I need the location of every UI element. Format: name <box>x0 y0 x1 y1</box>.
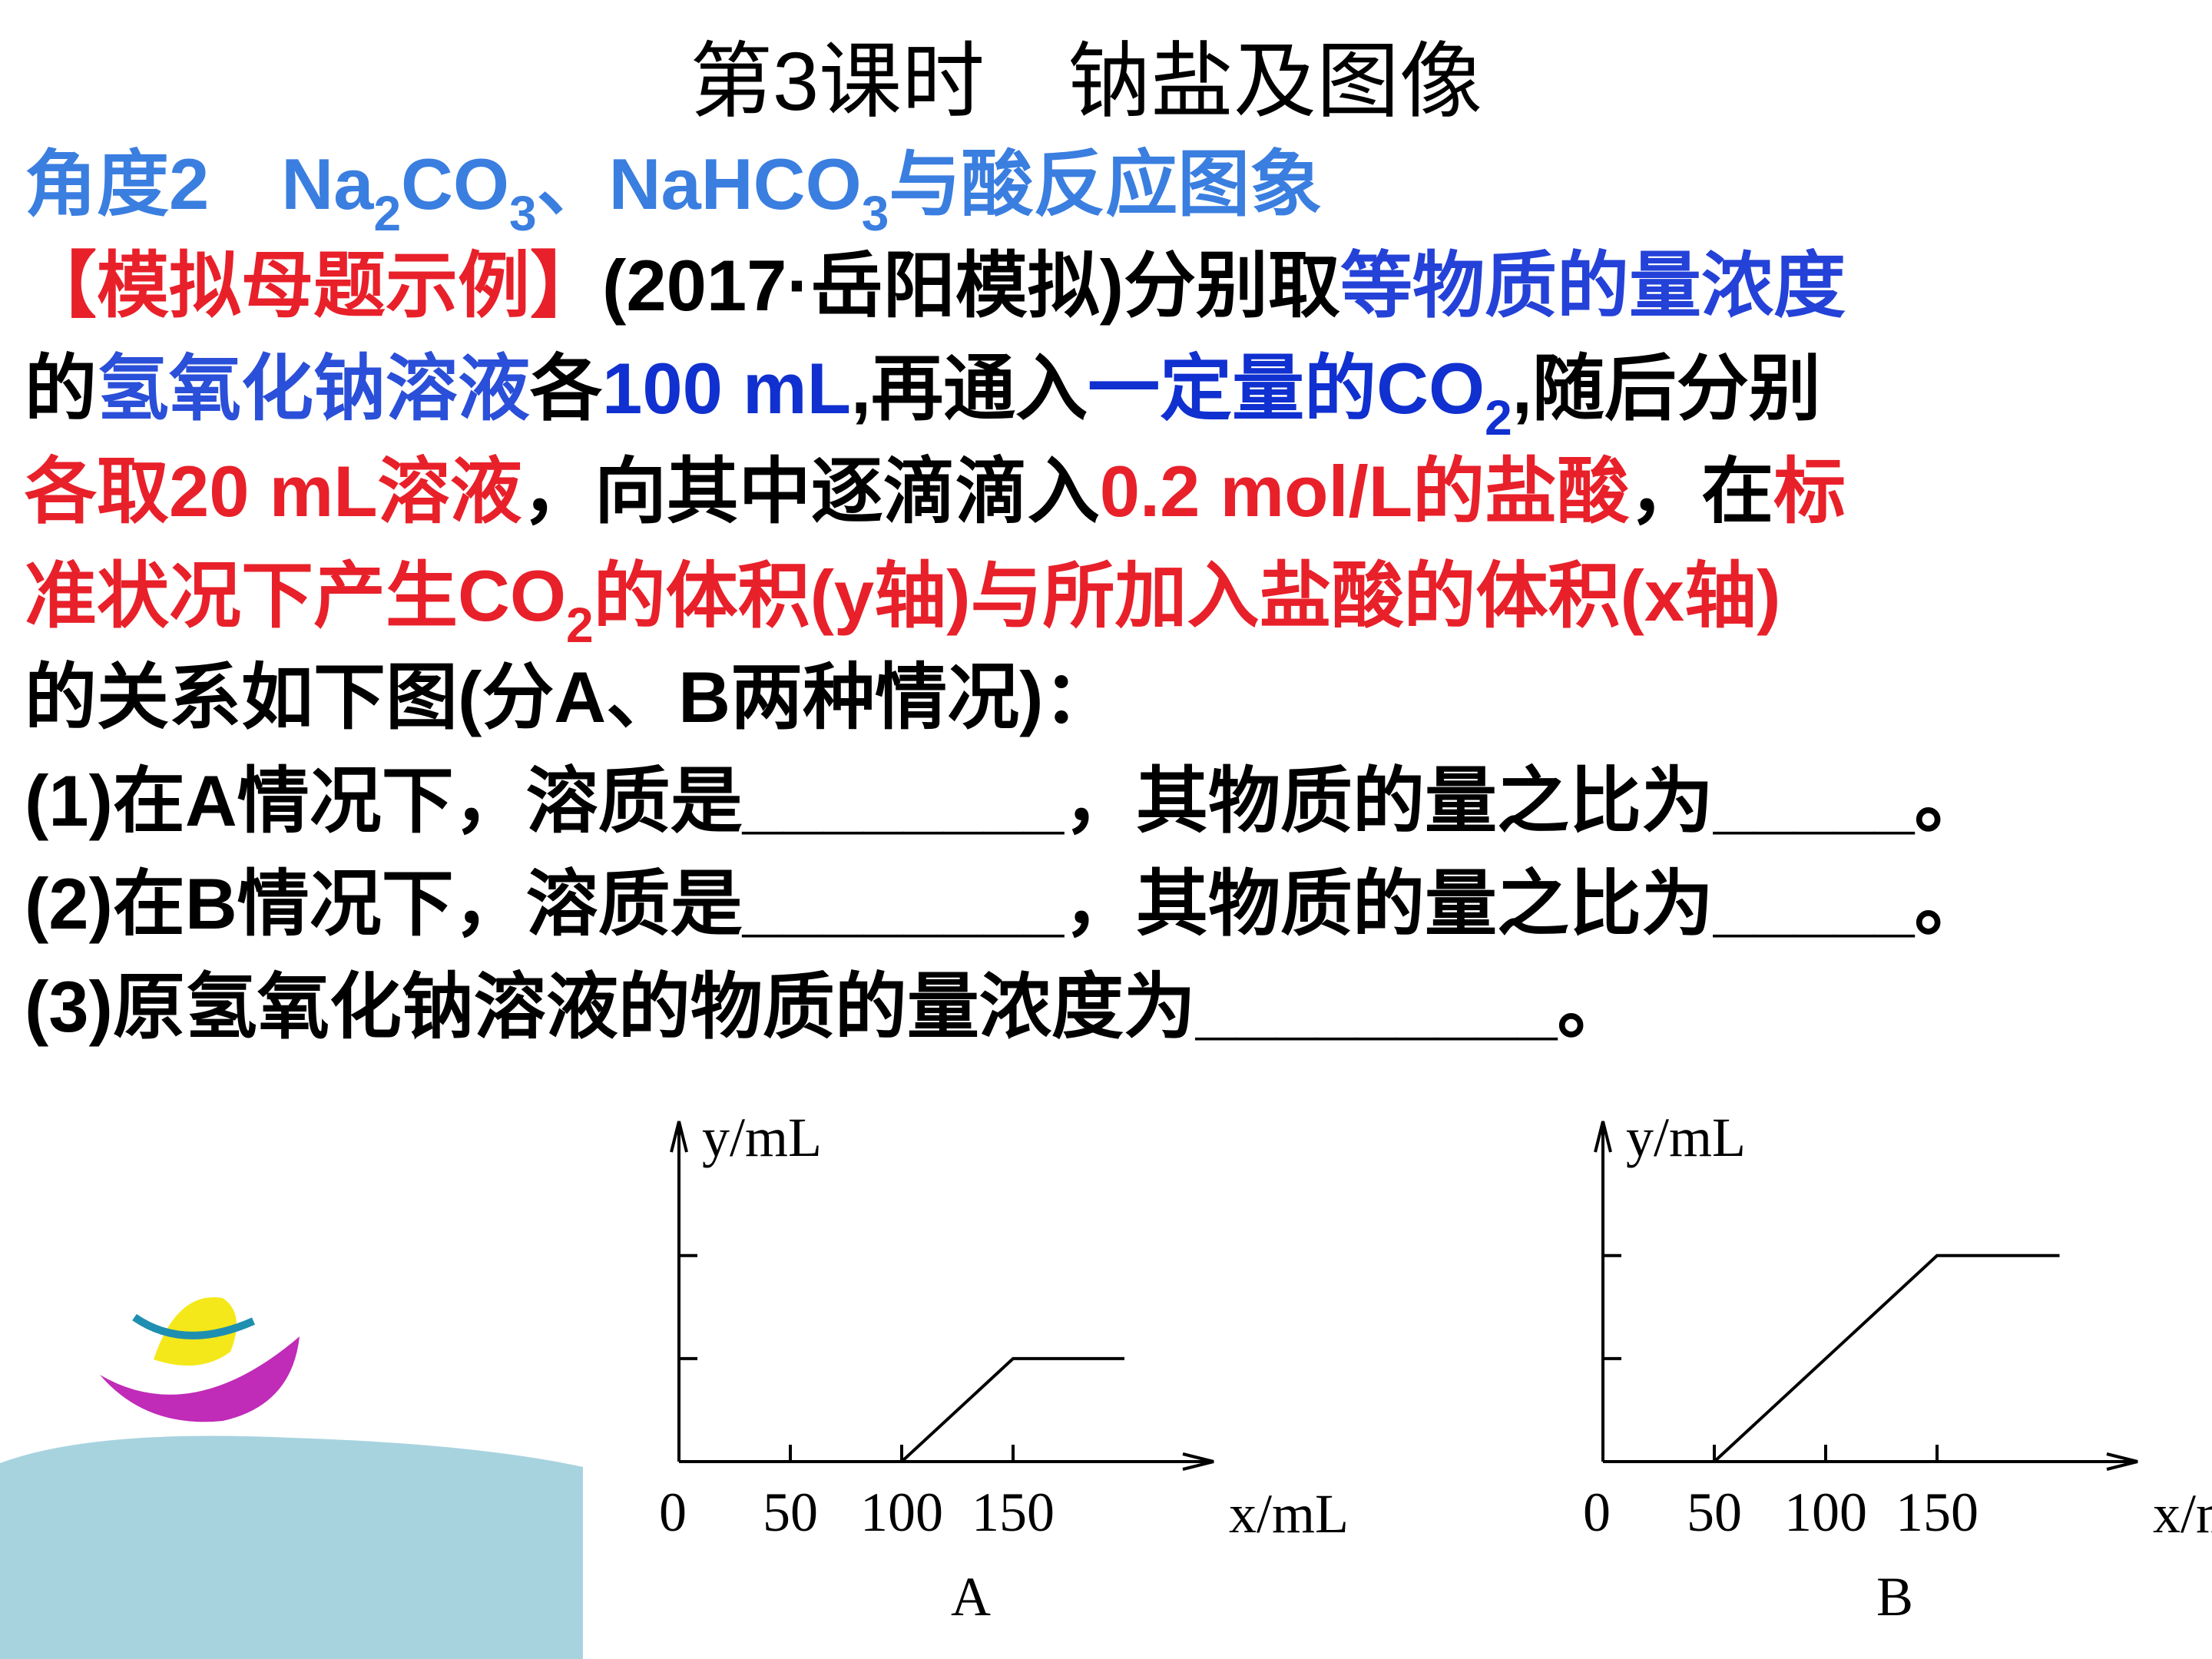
text-line: (1)在A情况下，溶质是________，其物质的量之比为_____。 <box>25 760 1986 841</box>
y-axis-label: y/mL <box>702 1107 822 1168</box>
text-run: 的关系如下图(分A、B两种情况)： <box>25 657 1115 737</box>
text-line: 准状况下产生CO2的体积(y轴)与所加入盐酸的体积(x轴) <box>25 555 1780 653</box>
chart: 0 50 100 150 y/mL x/mL A <box>659 1107 1349 1628</box>
logo-hill <box>0 1435 583 1659</box>
logo-boat <box>100 1336 300 1422</box>
x-tick-label: 0 <box>659 1482 687 1543</box>
text-line: 各取20 mL溶液，向其中逐滴滴入0.2 mol/L的盐酸，在标 <box>25 451 1846 531</box>
text-run: 等物质的量浓度 <box>1340 245 1846 326</box>
text-run: 【模拟母题示例】 <box>25 245 602 326</box>
subscript: 2 <box>566 598 594 653</box>
text-run: 准状况下产生CO <box>25 555 566 636</box>
subscript: 3 <box>862 186 889 241</box>
x-tick-label: 100 <box>1784 1482 1867 1543</box>
text-run: ，在 <box>1629 451 1773 531</box>
text-run: (2)在B情况下，溶质是________，其物质的量之比为_____。 <box>25 863 1986 944</box>
x-axis-label: x/mL <box>1229 1483 1349 1545</box>
data-line <box>679 1356 1124 1463</box>
x-axis-arrow <box>2106 1452 2138 1471</box>
text-run: 氢氧化钠溶液 <box>97 348 530 429</box>
text-run: 100 mL <box>602 348 851 429</box>
text-run: ,随后分别 <box>1512 348 1821 429</box>
text-run: 角度2 Na <box>25 144 374 224</box>
text-line: 【模拟母题示例】(2017·岳阳模拟)分别取等物质的量浓度 <box>25 245 1846 326</box>
logo-decoration <box>0 1297 583 1659</box>
text-run: ，向其中逐滴滴入 <box>522 451 1100 531</box>
text-line: (2)在B情况下，溶质是________，其物质的量之比为_____。 <box>25 863 1986 944</box>
data-line <box>1603 1253 2060 1463</box>
text-line: 的关系如下图(分A、B两种情况)： <box>25 657 1115 737</box>
body-text: 角度2 Na2CO3、NaHCO3与酸反应图象【模拟母题示例】(2017·岳阳模… <box>25 144 1986 1047</box>
x-tick-label: 150 <box>1896 1482 1979 1543</box>
text-line: 的氢氧化钠溶液各100 mL,再通入一定量的CO2,随后分别 <box>25 348 1821 445</box>
text-line: 角度2 Na2CO3、NaHCO3与酸反应图象 <box>25 144 1322 241</box>
x-axis-arrow <box>1182 1452 1214 1471</box>
chart: 0 50 100 150 y/mL x/mL B <box>1583 1107 2212 1628</box>
text-run: (2017·岳阳模拟)分别取 <box>602 245 1340 326</box>
chart-caption: A <box>951 1566 991 1628</box>
text-run: (1)在A情况下，溶质是________，其物质的量之比为_____。 <box>25 760 1986 841</box>
text-run: 的体积(y轴)与所加入盐酸的体积(x轴) <box>594 555 1781 636</box>
y-axis-arrow <box>670 1121 688 1153</box>
text-run: 各 <box>530 348 603 429</box>
logo-swirl <box>132 1313 256 1339</box>
text-run: 0.2 mol/L的盐酸 <box>1100 451 1630 531</box>
x-tick-label: 150 <box>972 1482 1055 1543</box>
text-run: 、NaHCO <box>537 144 862 224</box>
x-tick-label: 0 <box>1583 1482 1611 1543</box>
text-run: 标 <box>1773 451 1846 531</box>
charts: 0 50 100 150 y/mL x/mL A 0 50 100 150 y/mL x/mL B <box>659 1107 2212 1628</box>
subscript: 2 <box>373 186 401 241</box>
text-run: ,再通入 <box>851 348 1088 429</box>
subscript: 3 <box>509 186 537 241</box>
x-tick-label: 50 <box>763 1482 818 1543</box>
text-run: CO <box>401 144 509 224</box>
x-tick-label: 50 <box>1687 1482 1742 1543</box>
slide-title: 第3课时 钠盐及图像 <box>690 35 1482 127</box>
chart-caption: B <box>1876 1566 1913 1628</box>
logo-sail <box>154 1297 237 1366</box>
text-run: (3)原氢氧化钠溶液的物质的量浓度为_________。 <box>25 966 1629 1047</box>
subscript: 2 <box>1485 390 1512 445</box>
x-axis-label: x/mL <box>2153 1483 2212 1545</box>
text-run: 与酸反应图象 <box>889 144 1322 224</box>
text-run: 一定量的CO <box>1088 348 1485 429</box>
x-tick-label: 100 <box>860 1482 943 1543</box>
text-line: (3)原氢氧化钠溶液的物质的量浓度为_________。 <box>25 966 1629 1047</box>
y-axis-label: y/mL <box>1626 1107 1746 1168</box>
text-run: 各取20 mL溶液 <box>25 451 522 531</box>
y-axis-arrow <box>1594 1121 1612 1153</box>
text-run: 的 <box>25 348 97 429</box>
